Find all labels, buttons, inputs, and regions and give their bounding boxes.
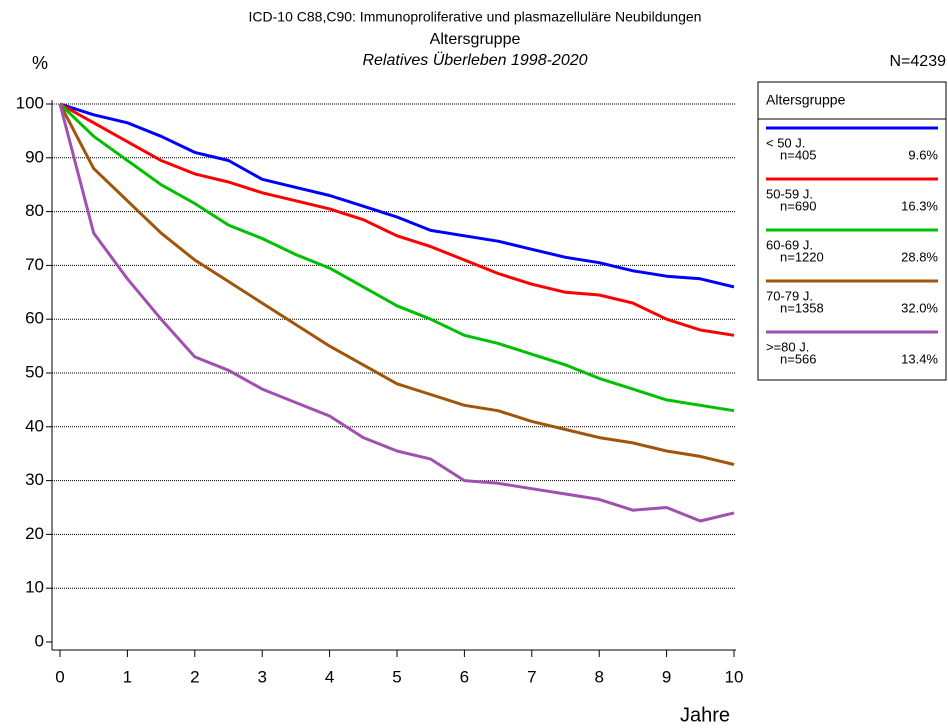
y-tick-label: 0: [35, 631, 44, 650]
legend-share: 16.3%: [901, 198, 938, 213]
total-label: N=4239: [890, 53, 947, 70]
x-tick-label: 1: [123, 667, 132, 686]
y-tick-label: 70: [25, 255, 44, 274]
y-tick-label: 20: [25, 524, 44, 543]
y-tick-label: 10: [25, 578, 44, 597]
legend-share: 13.4%: [901, 351, 938, 366]
chart-title: ICD-10 C88,C90: Immunoproliferative und …: [249, 9, 702, 25]
survival-curve: [60, 104, 734, 411]
x-tick-label: 3: [257, 667, 266, 686]
legend-share: 9.6%: [908, 147, 938, 162]
legend-share: 32.0%: [901, 300, 938, 315]
survival-curve: [60, 104, 734, 521]
y-tick-label: 40: [25, 416, 44, 435]
y-tick-label: 30: [25, 470, 44, 489]
legend-count: n=405: [780, 147, 817, 162]
y-tick-label: 100: [16, 93, 44, 112]
legend-count: n=1358: [780, 300, 824, 315]
legend-count: n=566: [780, 351, 817, 366]
y-tick-label: 50: [25, 362, 44, 381]
x-tick-label: 10: [725, 667, 744, 686]
x-tick-label: 5: [392, 667, 401, 686]
x-tick-label: 6: [460, 667, 469, 686]
x-tick-label: 0: [55, 667, 64, 686]
chart-subtitle: Relatives Überleben 1998-2020: [362, 51, 587, 69]
survival-curve: [60, 104, 734, 287]
y-tick-label: 90: [25, 147, 44, 166]
x-tick-label: 9: [662, 667, 671, 686]
y-tick-label: 80: [25, 201, 44, 220]
legend-count: n=690: [780, 198, 817, 213]
x-tick-label: 8: [594, 667, 603, 686]
y-axis-label: %: [32, 53, 48, 73]
x-axis-label: Jahre: [680, 704, 730, 726]
x-tick-label: 7: [527, 667, 536, 686]
legend-share: 28.8%: [901, 249, 938, 264]
legend-title: Altersgruppe: [766, 92, 846, 108]
x-tick-label: 4: [325, 667, 334, 686]
survival-curve: [60, 104, 734, 335]
chart-subtitle: Altersgruppe: [430, 31, 521, 48]
y-tick-label: 60: [25, 309, 44, 328]
legend-count: n=1220: [780, 249, 824, 264]
x-tick-label: 2: [190, 667, 199, 686]
